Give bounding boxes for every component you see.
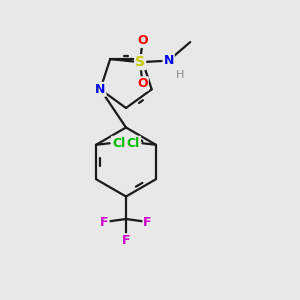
Text: O: O: [137, 77, 148, 90]
Text: S: S: [135, 55, 145, 69]
Text: F: F: [143, 215, 152, 229]
Text: N: N: [164, 54, 174, 67]
Text: O: O: [137, 34, 148, 47]
Text: F: F: [100, 215, 109, 229]
Text: N: N: [95, 83, 106, 96]
Text: Cl: Cl: [112, 137, 125, 150]
Text: H: H: [176, 70, 184, 80]
Text: F: F: [122, 234, 130, 247]
Text: Cl: Cl: [127, 137, 140, 150]
